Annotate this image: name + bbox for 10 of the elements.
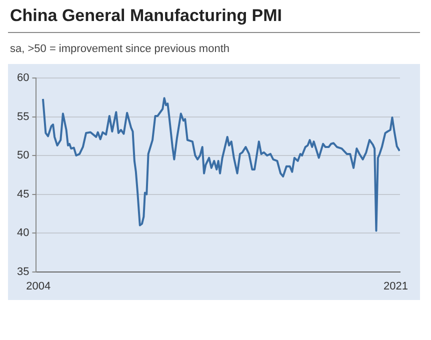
- x-tick-label: 2004: [26, 280, 51, 292]
- y-tick-label: 35: [16, 266, 30, 278]
- y-tick-label: 40: [16, 227, 30, 240]
- y-tick-label: 60: [16, 72, 30, 84]
- y-tick-label: 55: [16, 110, 30, 123]
- chart-subtitle: sa, >50 = improvement since previous month: [10, 43, 230, 55]
- chart-title: China General Manufacturing PMI: [10, 6, 282, 26]
- y-tick-label: 45: [16, 188, 30, 200]
- x-tick-label: 2021: [384, 280, 408, 292]
- y-tick-label: 50: [16, 150, 30, 162]
